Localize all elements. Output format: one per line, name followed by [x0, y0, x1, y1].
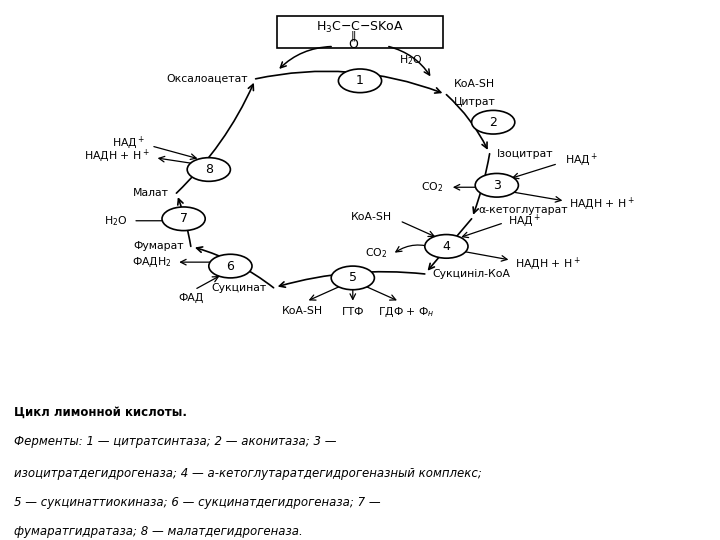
- Text: КоА-SH: КоА-SH: [454, 79, 495, 89]
- Text: CO$_2$: CO$_2$: [365, 247, 387, 260]
- Text: CO$_2$: CO$_2$: [420, 180, 443, 194]
- Circle shape: [331, 266, 374, 290]
- Text: Оксалоацетат: Оксалоацетат: [167, 74, 248, 84]
- Text: 3: 3: [493, 179, 500, 192]
- Text: НАДН + Н$^+$: НАДН + Н$^+$: [569, 196, 634, 212]
- Text: Сукциніл-КоА: Сукциніл-КоА: [432, 269, 510, 279]
- Text: 1: 1: [356, 75, 364, 87]
- FancyBboxPatch shape: [277, 16, 443, 49]
- Text: НАДН + Н$^+$: НАДН + Н$^+$: [84, 147, 150, 164]
- Circle shape: [338, 69, 382, 93]
- Circle shape: [187, 158, 230, 181]
- Text: Сукцинат: Сукцинат: [211, 283, 266, 293]
- Text: ФАД: ФАД: [178, 293, 204, 303]
- Text: 5 — сукцинаттиокиназа; 6 — сукцинатдегидрогеназа; 7 —: 5 — сукцинаттиокиназа; 6 — сукцинатдегид…: [14, 496, 381, 509]
- Text: 7: 7: [179, 212, 188, 225]
- Text: НАДН + Н$^+$: НАДН + Н$^+$: [515, 255, 580, 272]
- Text: 8: 8: [204, 163, 213, 176]
- Text: 6: 6: [227, 260, 234, 273]
- Text: 4: 4: [443, 240, 450, 253]
- Circle shape: [472, 110, 515, 134]
- Circle shape: [209, 254, 252, 278]
- Text: КоА-SH: КоА-SH: [351, 212, 392, 222]
- Text: α-кетоглутарат: α-кетоглутарат: [479, 205, 568, 215]
- Text: Н$_2$О: Н$_2$О: [104, 214, 127, 228]
- Text: $\Vert$: $\Vert$: [350, 29, 356, 43]
- Text: КоА-SH: КоА-SH: [282, 306, 323, 315]
- Text: 5: 5: [348, 272, 357, 285]
- Text: НАД$^+$: НАД$^+$: [508, 213, 541, 229]
- Text: ГДФ + Ф$_н$: ГДФ + Ф$_н$: [379, 306, 435, 319]
- Circle shape: [475, 173, 518, 197]
- Text: Ферменты: 1 — цитратсинтаза; 2 — аконитаза; 3 —: Ферменты: 1 — цитратсинтаза; 2 — аконита…: [14, 435, 337, 448]
- Text: H$_3$C$-$C$-$SKoA: H$_3$C$-$C$-$SKoA: [316, 20, 404, 35]
- Text: O: O: [348, 38, 358, 51]
- Text: ФАДН$_2$: ФАДН$_2$: [132, 255, 171, 269]
- Text: НАД$^+$: НАД$^+$: [565, 151, 598, 168]
- Text: Цитрат: Цитрат: [454, 97, 495, 106]
- Text: ГТФ: ГТФ: [341, 307, 364, 318]
- Text: изоцитратдегидрогеназа; 4 — а-кетоглутаратдегидрогеназный комплекс;: изоцитратдегидрогеназа; 4 — а-кетоглутар…: [14, 467, 482, 480]
- Text: Фумарат: Фумарат: [133, 241, 184, 252]
- Circle shape: [425, 234, 468, 258]
- Text: 2: 2: [490, 116, 497, 129]
- Text: H$_2$O: H$_2$O: [399, 53, 422, 67]
- Text: Цикл лимонной кислоты.: Цикл лимонной кислоты.: [14, 406, 187, 419]
- Text: Малат: Малат: [133, 188, 169, 198]
- Circle shape: [162, 207, 205, 231]
- Text: НАД$^+$: НАД$^+$: [112, 134, 145, 151]
- Text: Ізоцитрат: Ізоцитрат: [497, 148, 554, 159]
- Text: фумаратгидратаза; 8 — малатдегидрогеназа.: фумаратгидратаза; 8 — малатдегидрогеназа…: [14, 525, 303, 538]
